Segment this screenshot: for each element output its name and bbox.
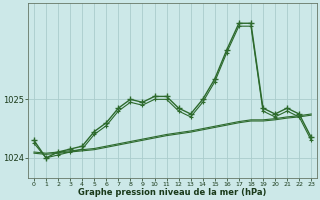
X-axis label: Graphe pression niveau de la mer (hPa): Graphe pression niveau de la mer (hPa)	[78, 188, 267, 197]
